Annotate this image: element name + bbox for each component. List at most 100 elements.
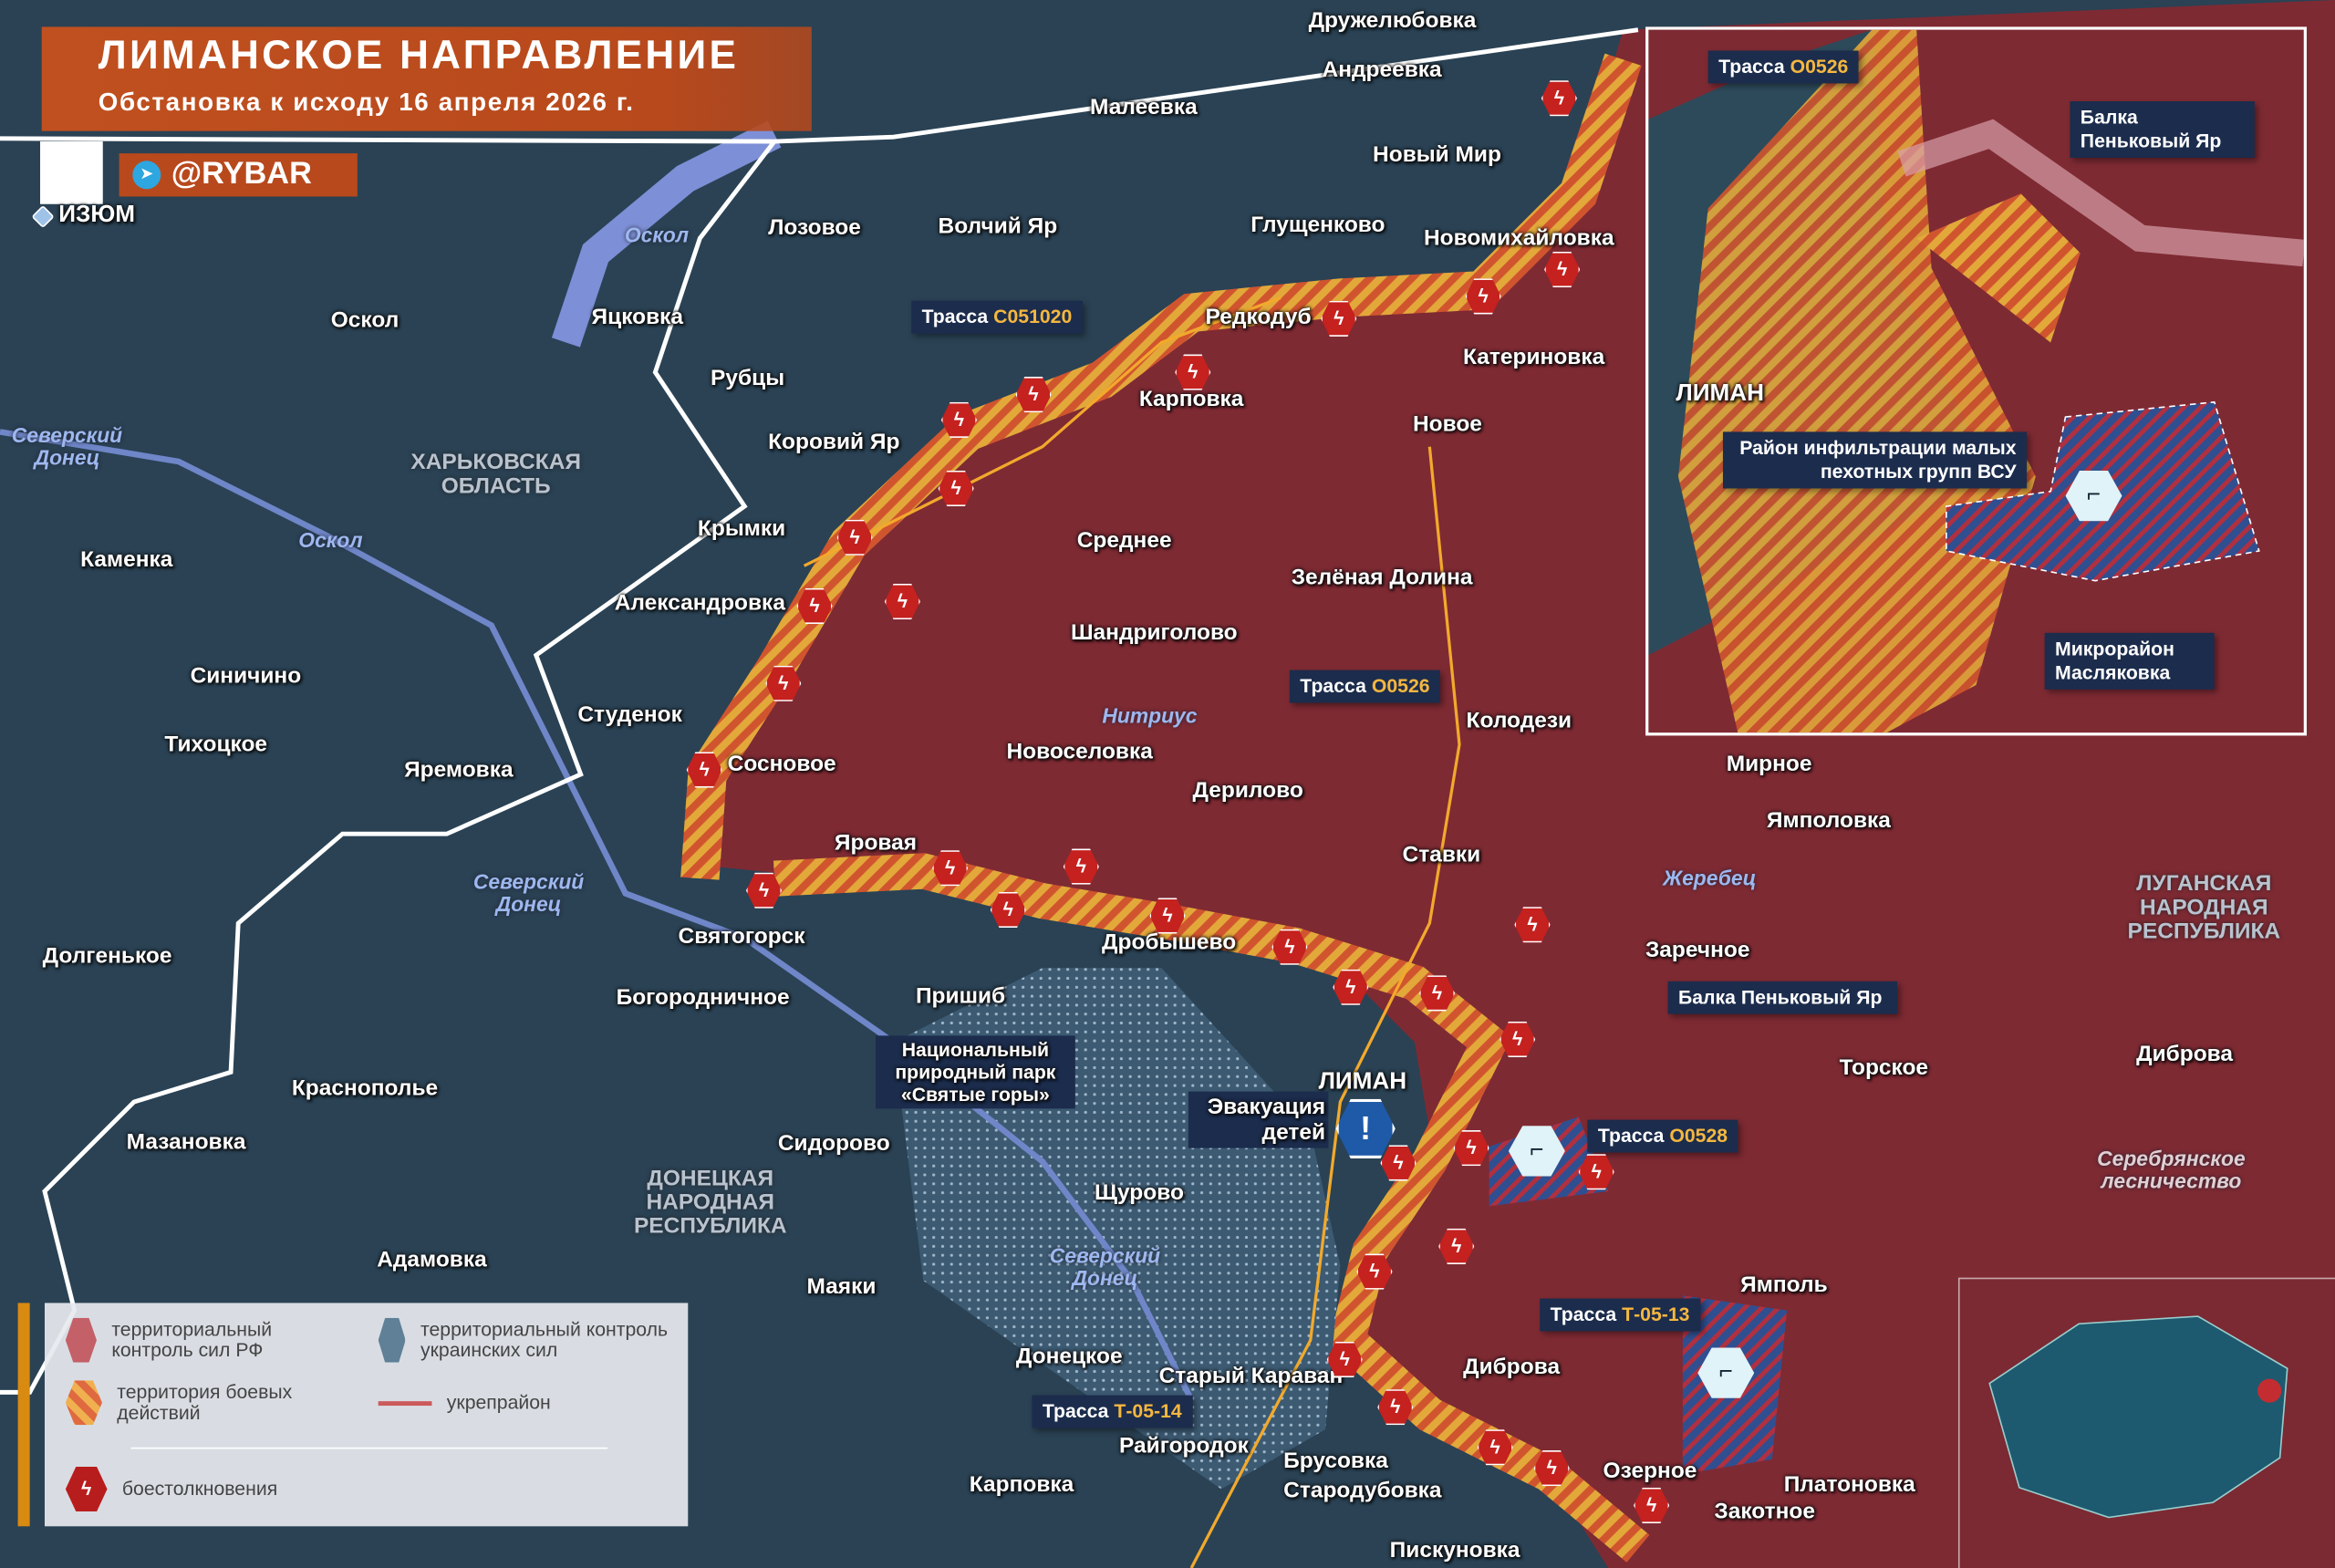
route-prefix: Трасса	[1550, 1303, 1617, 1325]
settlement-label: Катериновка	[1463, 344, 1605, 370]
ua-hex-icon	[378, 1317, 406, 1363]
settlement-label: Новое	[1412, 411, 1482, 438]
settlement-label: Крымки	[697, 515, 786, 542]
settlement-label: Стародубовка	[1283, 1478, 1442, 1503]
settlement-label: Студенок	[577, 701, 682, 728]
settlement-label: Карповка	[1138, 386, 1244, 412]
legend: территориальный контроль сил РФ территор…	[44, 1303, 689, 1527]
settlement-label: Маяки	[806, 1273, 877, 1300]
forest-label: Серебрянское лесничество	[2097, 1147, 2246, 1193]
settlement-label: Райгородок	[1119, 1433, 1249, 1459]
clash-icon: ϟ	[1634, 1487, 1670, 1524]
brand-bar[interactable]: ➤ @RYBAR	[119, 153, 358, 197]
clash-icon: ϟ	[1356, 1253, 1393, 1290]
page-title: ЛИМАНСКОЕ НАПРАВЛЕНИЕ	[98, 32, 740, 78]
settlement-label: Мирное	[1726, 751, 1812, 777]
settlement-label: Коровий Яр	[768, 429, 900, 455]
park-label: Национальный природный парк «Святые горы…	[875, 1035, 1075, 1109]
settlement-label: Сидорово	[777, 1130, 890, 1157]
oblast-border	[0, 27, 1639, 1395]
city-label-liman: Лиман	[1318, 1069, 1407, 1095]
minimap-country	[1988, 1315, 2288, 1519]
river-label: Оскол	[624, 223, 690, 247]
telegram-icon: ➤	[132, 161, 161, 190]
settlement-label: Богородничное	[616, 984, 790, 1011]
settlement-label: Адамовка	[377, 1247, 487, 1272]
clash-icon: ϟ	[938, 470, 974, 507]
inset-district-callout: Микрорайон Масляковка	[2044, 632, 2215, 690]
clash-icon: ϟ	[932, 850, 969, 887]
route-code: О0528	[1669, 1124, 1728, 1147]
overview-minimap	[1957, 1277, 2335, 1568]
clash-icon: ϟ	[884, 583, 920, 620]
settlement-label: Рубцы	[711, 365, 785, 391]
settlement-label: Глущенково	[1251, 212, 1385, 238]
inset-map: Трасса О0526 Балка Пеньковый Яр ЛИМАН Ра…	[1645, 26, 2307, 736]
route-code: О0526	[1790, 55, 1849, 78]
route-prefix: Трасса	[1718, 55, 1785, 78]
settlement-label: Донецкое	[1015, 1344, 1123, 1370]
front-line-zone-south	[773, 853, 1650, 1563]
route-callout: Трасса Т-05-13	[1540, 1298, 1700, 1332]
river-label: Северский Донец	[472, 869, 585, 916]
city-label-izyum: Изюм	[58, 202, 136, 228]
settlement-label: Пискуновка	[1389, 1537, 1520, 1563]
route-prefix: Трасса	[1042, 1399, 1109, 1423]
settlement-label: Зелёная Долина	[1291, 565, 1473, 591]
route-code: О0526	[1371, 674, 1430, 698]
legend-combat: территория боевых действий	[65, 1380, 348, 1426]
inset-city-label: ЛИМАН	[1676, 380, 1765, 407]
clash-icon: ϟ	[1453, 1130, 1489, 1167]
settlement-label: Торское	[1839, 1054, 1929, 1081]
clash-icon: ϟ	[990, 891, 1026, 929]
combat-hex-icon	[65, 1380, 102, 1426]
legend-rf-label: территориальный контроль сил РФ	[111, 1317, 273, 1362]
inset-combat-zone-2	[1916, 193, 2081, 343]
route-callout: Трасса С051020	[911, 300, 1083, 334]
settlement-label: Ямполовка	[1766, 807, 1891, 834]
settlement-label: Краснополье	[291, 1075, 439, 1102]
clash-icon: ϟ	[1500, 1021, 1536, 1058]
settlement-label: Тихоцкое	[164, 732, 268, 758]
route-code: Т-05-14	[1114, 1399, 1182, 1423]
brand-handle: @RYBAR	[171, 156, 312, 191]
balka-callout: Балка Пеньковый Яр	[1667, 981, 1897, 1014]
settlement-label: Сосновое	[727, 751, 836, 777]
legend-ua-label: территориальный контроль украинских сил	[420, 1317, 669, 1362]
region-label: Луганская народная республика	[2127, 871, 2281, 944]
settlement-label: Колодези	[1466, 708, 1572, 733]
river-label: Северский Донец	[1049, 1243, 1161, 1290]
clash-icon: ϟ	[1015, 377, 1052, 413]
inset-balka-callout: Балка Пеньковый Яр	[2070, 101, 2255, 159]
settlement-label: Брусовка	[1283, 1448, 1388, 1474]
river-label: Северский Донец	[11, 422, 123, 470]
page-subtitle: Обстановка к исходу 16 апреля 2026 г.	[98, 88, 635, 117]
clash-icon: ϟ	[1533, 1450, 1570, 1487]
settlement-label: Карповка	[969, 1471, 1074, 1498]
route-prefix: Трасса	[921, 305, 989, 328]
settlement-label: Яремовка	[404, 757, 514, 783]
settlement-label: Лозовое	[768, 214, 861, 241]
settlement-label: Диброва	[2136, 1041, 2234, 1067]
settlement-label: Волчий Яр	[938, 213, 1058, 240]
settlement-label: Озерное	[1603, 1459, 1697, 1484]
settlement-label: Закотное	[1714, 1499, 1815, 1524]
settlement-label: Диброва	[1463, 1354, 1561, 1380]
settlement-label: Платоновка	[1783, 1471, 1915, 1498]
legend-ua: территориальный контроль украинских сил	[378, 1317, 677, 1363]
legend-fort-label: укрепрайон	[446, 1390, 551, 1414]
legend-accent	[17, 1303, 30, 1527]
legend-combat-label: территория боевых действий	[117, 1380, 293, 1424]
route-prefix: Трасса	[1300, 674, 1366, 698]
clash-icon: ϟ	[765, 665, 802, 701]
legend-clash: ϟ боестолкновения	[65, 1466, 277, 1511]
settlement-label: Дробышево	[1102, 929, 1237, 956]
settlement-label: Заречное	[1645, 937, 1750, 963]
fort-line-icon	[378, 1400, 432, 1406]
clash-icon: ϟ	[1149, 898, 1186, 934]
route-callout: Трасса О0528	[1587, 1119, 1738, 1153]
settlement-label: Мазановка	[126, 1129, 246, 1155]
settlement-label: Среднее	[1076, 527, 1172, 554]
qr-code[interactable]	[40, 141, 103, 204]
route-callout: Трасса О0526	[1289, 670, 1441, 703]
